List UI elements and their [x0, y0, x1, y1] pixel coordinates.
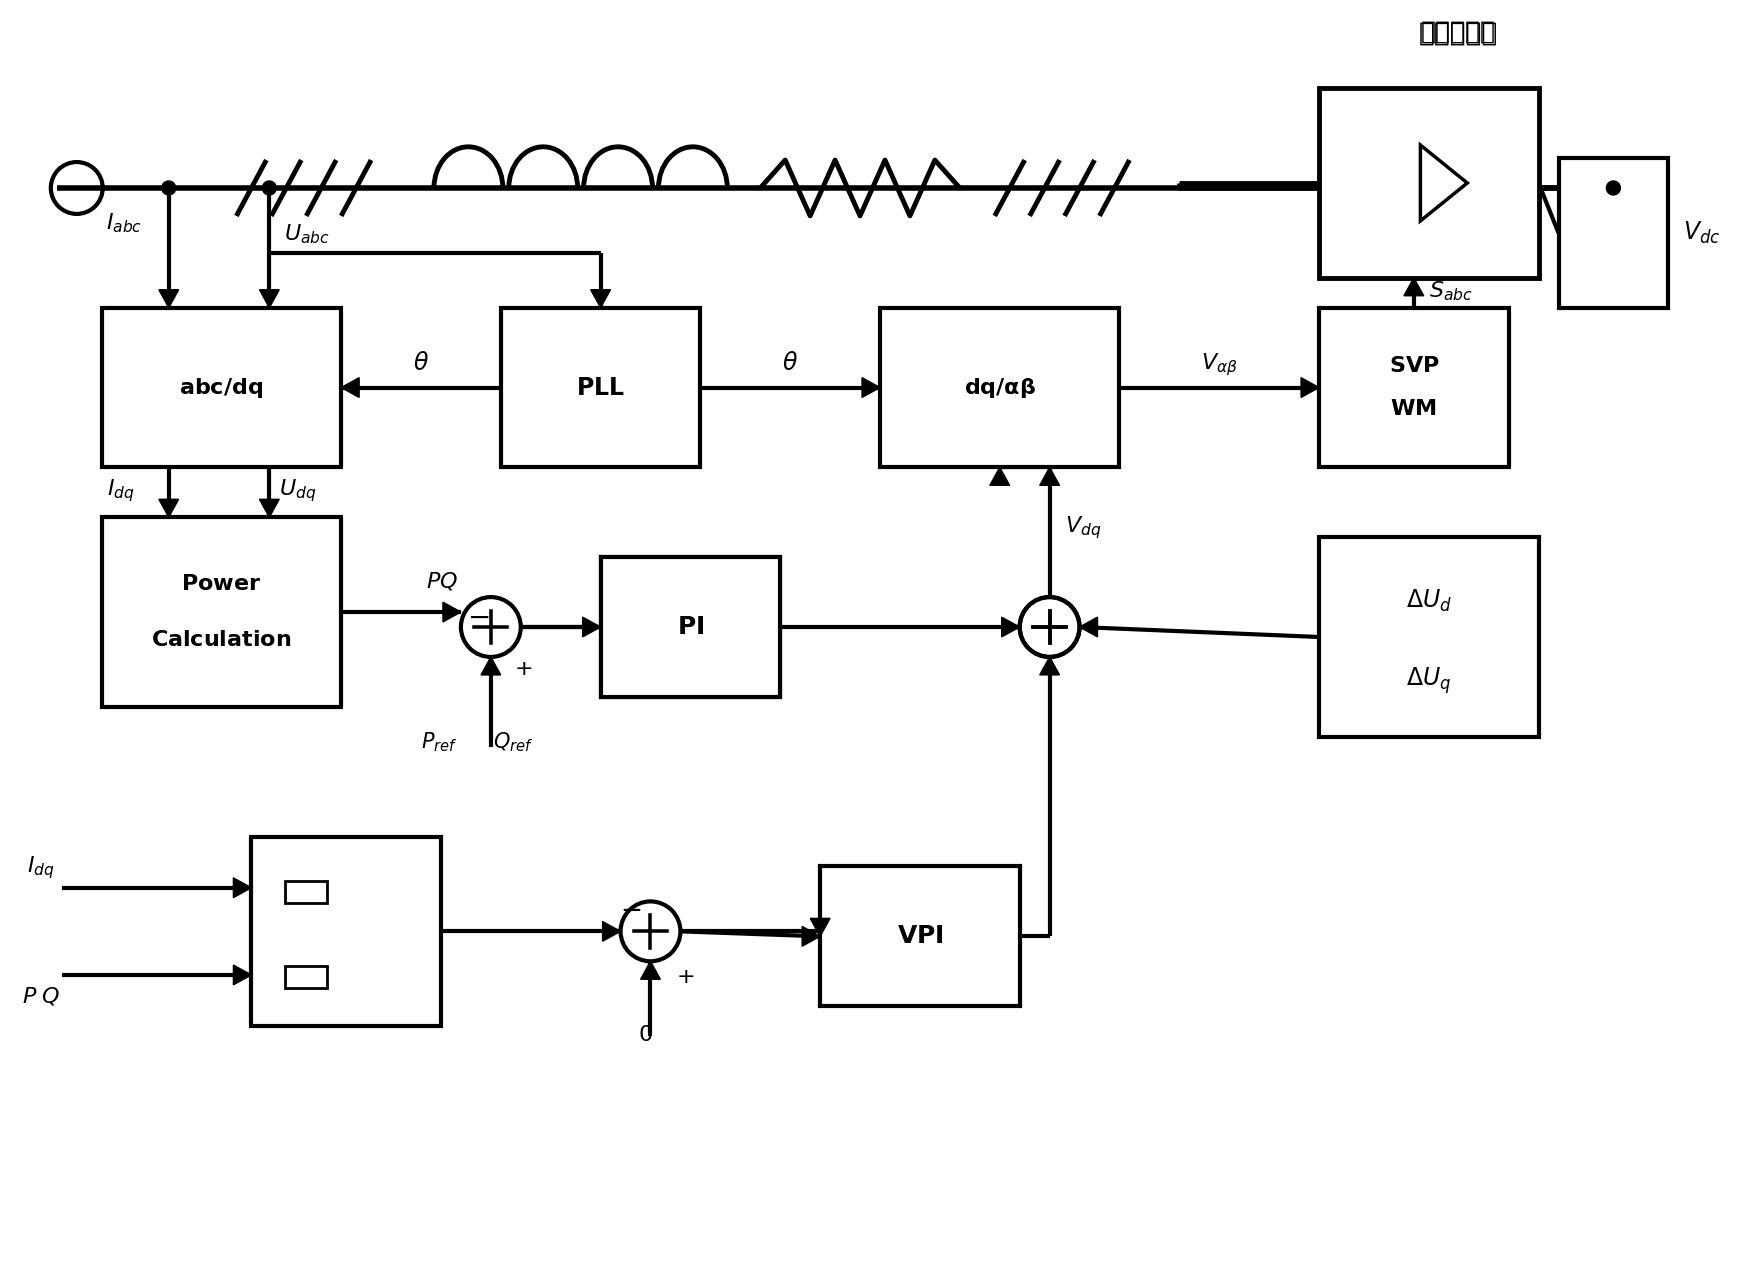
Text: $U_{dq}$: $U_{dq}$ [279, 478, 317, 504]
Bar [102, 308, 342, 468]
Polygon shape [342, 378, 359, 398]
Text: $\theta$: $\theta$ [413, 351, 429, 375]
Polygon shape [233, 965, 251, 984]
Text: $\bf{PI}$: $\bf{PI}$ [676, 614, 704, 639]
Text: $\bf{Calculation}$: $\bf{Calculation}$ [151, 630, 291, 650]
Polygon shape [1039, 658, 1060, 675]
Polygon shape [1002, 617, 1020, 637]
Polygon shape [1039, 468, 1060, 485]
Text: $\Delta U_d$: $\Delta U_d$ [1405, 588, 1452, 614]
Text: $I_{dq}$: $I_{dq}$ [26, 854, 54, 882]
Text: $V_{\alpha\beta}$: $V_{\alpha\beta}$ [1200, 351, 1237, 378]
Bar [501, 308, 701, 468]
Polygon shape [159, 290, 179, 308]
Circle shape [1607, 181, 1621, 195]
Text: $-$: $-$ [466, 603, 489, 631]
Bar [1319, 89, 1538, 277]
Bar [286, 881, 328, 902]
Text: $0$: $0$ [638, 1025, 653, 1045]
Text: $P_{ref}$: $P_{ref}$ [420, 731, 457, 754]
Text: $U_{abc}$: $U_{abc}$ [284, 223, 331, 247]
Text: $P\;Q$: $P\;Q$ [21, 986, 60, 1007]
Text: $\bf{Power}$: $\bf{Power}$ [182, 574, 261, 594]
Text: $+$: $+$ [676, 967, 694, 987]
Text: $I_{dq}$: $I_{dq}$ [107, 478, 135, 504]
Bar [820, 867, 1020, 1006]
Polygon shape [259, 499, 279, 517]
Text: $V_{dc}$: $V_{dc}$ [1684, 219, 1720, 246]
Text: $+$: $+$ [513, 659, 533, 679]
Polygon shape [1079, 617, 1097, 637]
Bar [102, 517, 342, 707]
Bar [286, 965, 328, 988]
Text: $\Delta U_q$: $\Delta U_q$ [1407, 665, 1451, 697]
Polygon shape [990, 468, 1009, 485]
Polygon shape [802, 926, 820, 946]
Text: $-$: $-$ [620, 896, 641, 922]
Text: $\bf{SVP}$: $\bf{SVP}$ [1389, 356, 1438, 375]
Text: $S_{abc}$: $S_{abc}$ [1430, 280, 1473, 303]
Text: $Q_{ref}$: $Q_{ref}$ [492, 731, 533, 754]
Text: $\bf{VPI}$: $\bf{VPI}$ [897, 925, 943, 948]
Polygon shape [809, 919, 830, 936]
Polygon shape [590, 290, 610, 308]
Bar [1559, 158, 1668, 308]
Text: $V_{dq}$: $V_{dq}$ [1065, 514, 1100, 541]
Polygon shape [603, 921, 620, 941]
Bar [251, 836, 442, 1026]
Polygon shape [482, 658, 501, 675]
Bar [880, 308, 1120, 468]
Text: $PQ$: $PQ$ [426, 570, 457, 592]
Bar [601, 557, 780, 697]
Bar [1319, 308, 1508, 468]
Polygon shape [1302, 378, 1319, 398]
Polygon shape [1421, 146, 1468, 220]
Polygon shape [233, 878, 251, 897]
Polygon shape [641, 962, 661, 979]
Circle shape [161, 181, 175, 195]
Text: $\bf{PLL}$: $\bf{PLL}$ [576, 375, 625, 399]
Polygon shape [862, 378, 880, 398]
Polygon shape [443, 602, 461, 622]
Bar [601, 557, 780, 697]
Text: 并网逆变器: 并网逆变器 [1419, 20, 1498, 47]
Circle shape [263, 181, 277, 195]
Polygon shape [1403, 277, 1424, 295]
Text: $\bf{abc/dq}$: $\bf{abc/dq}$ [179, 375, 263, 399]
Text: $I_{abc}$: $I_{abc}$ [105, 212, 142, 236]
Bar [1319, 537, 1538, 737]
Polygon shape [159, 499, 179, 517]
Polygon shape [583, 617, 601, 637]
Text: $\bf{dq/\alpha\beta}$: $\bf{dq/\alpha\beta}$ [964, 375, 1035, 399]
Text: $\theta$: $\theta$ [781, 351, 799, 375]
Text: $\bf{WM}$: $\bf{WM}$ [1391, 399, 1437, 419]
Text: $\bf{PI}$: $\bf{PI}$ [676, 614, 704, 639]
Text: 并网逆变器: 并网逆变器 [1421, 19, 1496, 43]
Polygon shape [259, 290, 279, 308]
